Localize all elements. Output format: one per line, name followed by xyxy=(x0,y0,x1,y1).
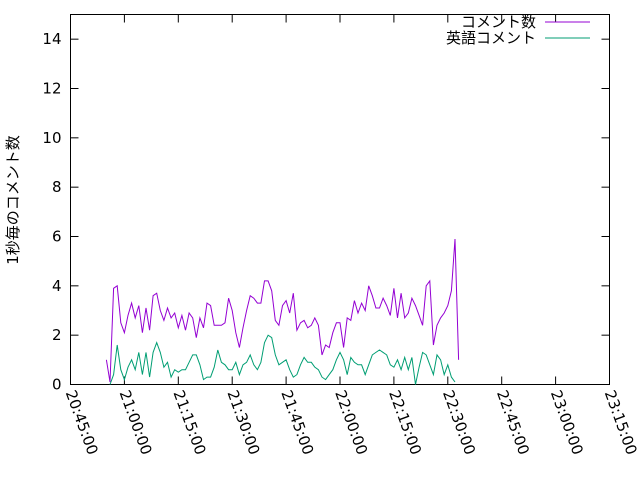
y-tick-label: 4 xyxy=(52,277,62,295)
x-tick-label: 21:45:00 xyxy=(277,388,317,457)
legend-label-1: 英語コメント xyxy=(446,29,536,47)
series-line-0 xyxy=(105,238,460,383)
x-tick-label: 21:00:00 xyxy=(116,388,156,457)
y-tick-label: 0 xyxy=(52,376,62,394)
x-tick-label: 22:00:00 xyxy=(331,388,371,457)
x-tick-label: 22:30:00 xyxy=(439,388,479,457)
x-tick-label: 23:15:00 xyxy=(601,388,640,457)
y-tick-label: 12 xyxy=(42,80,61,98)
x-axis: 20:45:00 21:00:00 21:15:00 21:30:00 21:45:00… xyxy=(62,14,640,457)
plot-frame xyxy=(70,14,610,385)
y-tick-label: 10 xyxy=(42,129,61,147)
y-tick-label: 14 xyxy=(42,30,61,48)
series-line-1 xyxy=(109,334,456,385)
x-tick-label: 22:15:00 xyxy=(385,388,425,457)
y-tick-label: 6 xyxy=(52,228,62,246)
y-axis: 0 2 4 6 8 10 12 14 xyxy=(42,30,610,394)
series-layer xyxy=(105,238,460,385)
y-axis-label: 1秒毎のコメント数 xyxy=(4,135,22,265)
y-tick-label: 2 xyxy=(52,326,62,344)
x-tick-label: 21:30:00 xyxy=(223,388,263,457)
x-tick-label: 20:45:00 xyxy=(62,388,102,457)
legend-label-0: コメント数 xyxy=(461,13,536,31)
y-tick-label: 8 xyxy=(52,178,62,196)
x-tick-label: 22:45:00 xyxy=(493,388,533,457)
x-tick-label: 23:00:00 xyxy=(547,388,587,457)
x-tick-label: 21:15:00 xyxy=(170,388,210,457)
